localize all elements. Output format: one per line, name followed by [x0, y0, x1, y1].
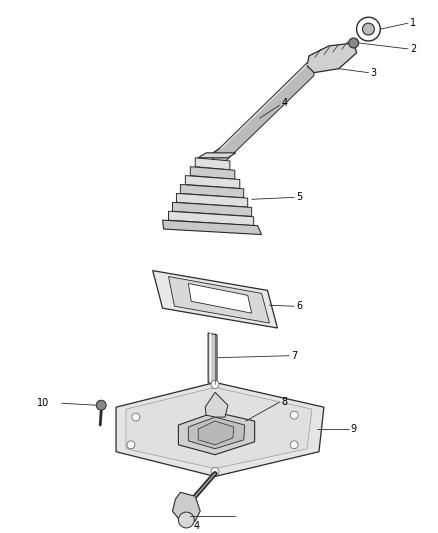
Polygon shape	[190, 167, 235, 179]
Circle shape	[290, 411, 298, 419]
Text: 6: 6	[296, 301, 302, 311]
Polygon shape	[208, 333, 217, 384]
Text: 8: 8	[281, 397, 287, 407]
Polygon shape	[173, 203, 252, 216]
Text: 4: 4	[193, 521, 199, 531]
Text: 4: 4	[281, 98, 287, 108]
Polygon shape	[195, 158, 230, 170]
Text: 1: 1	[410, 18, 416, 28]
Polygon shape	[169, 277, 269, 323]
Polygon shape	[153, 271, 277, 328]
Polygon shape	[126, 387, 312, 469]
Circle shape	[363, 23, 374, 35]
Circle shape	[127, 441, 135, 449]
Polygon shape	[188, 417, 245, 449]
Circle shape	[211, 467, 219, 475]
Polygon shape	[198, 153, 236, 158]
Polygon shape	[188, 284, 252, 313]
Circle shape	[211, 381, 219, 389]
Polygon shape	[169, 211, 254, 225]
Circle shape	[349, 38, 359, 48]
Polygon shape	[116, 383, 324, 477]
Text: 7: 7	[291, 351, 297, 361]
Text: 3: 3	[371, 68, 377, 78]
Text: 10: 10	[37, 398, 49, 408]
Polygon shape	[185, 175, 240, 189]
Polygon shape	[177, 193, 248, 207]
Circle shape	[132, 413, 140, 421]
Circle shape	[290, 441, 298, 449]
Text: 5: 5	[296, 192, 303, 203]
Text: 9: 9	[351, 424, 357, 434]
Polygon shape	[307, 43, 357, 72]
Circle shape	[357, 17, 380, 41]
Polygon shape	[178, 412, 254, 455]
Circle shape	[178, 512, 194, 528]
Polygon shape	[210, 63, 314, 161]
Circle shape	[96, 400, 106, 410]
Text: 2: 2	[410, 44, 416, 54]
Polygon shape	[162, 220, 261, 235]
Polygon shape	[180, 184, 244, 198]
Polygon shape	[198, 421, 234, 445]
Polygon shape	[205, 392, 228, 417]
Polygon shape	[173, 492, 200, 521]
